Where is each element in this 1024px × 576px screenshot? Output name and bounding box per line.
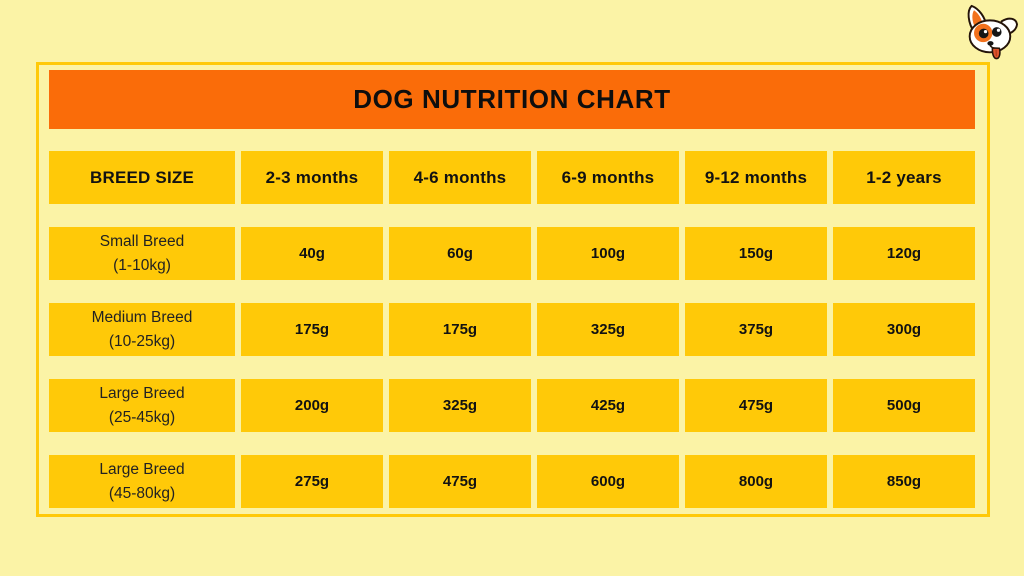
breed-name: Medium Breed: [91, 309, 193, 327]
column-header-9-12-months: 9-12 months: [685, 151, 827, 204]
breed-cell: Large Breed (45-80kg): [49, 455, 235, 508]
breed-name: Small Breed: [99, 233, 185, 251]
food-amount-cell: 275g: [241, 455, 383, 508]
food-amount-cell: 475g: [685, 379, 827, 432]
column-header-1-2-years: 1-2 years: [833, 151, 975, 204]
food-amount-cell: 425g: [537, 379, 679, 432]
dog-mascot-icon: [967, 4, 1018, 60]
breed-cell: Large Breed (25-45kg): [49, 379, 235, 432]
breed-weight-range: (10-25kg): [108, 332, 176, 350]
food-amount-cell: 325g: [537, 303, 679, 356]
title-bar: DOG NUTRITION CHART: [49, 70, 975, 129]
food-amount-cell: 175g: [389, 303, 531, 356]
chart-frame: DOG NUTRITION CHART BREED SIZE 2-3 month…: [36, 62, 990, 517]
food-amount-cell: 175g: [241, 303, 383, 356]
food-amount-cell: 40g: [241, 227, 383, 280]
page-title: DOG NUTRITION CHART: [353, 84, 671, 114]
food-amount-cell: 100g: [537, 227, 679, 280]
food-amount-cell: 850g: [833, 455, 975, 508]
breed-name: Large Breed: [99, 461, 185, 479]
food-amount-cell: 500g: [833, 379, 975, 432]
breed-weight-range: (1-10kg): [113, 256, 171, 274]
breed-weight-range: (25-45kg): [108, 408, 176, 426]
column-header-2-3-months: 2-3 months: [241, 151, 383, 204]
nutrition-grid: BREED SIZE 2-3 months 4-6 months 6-9 mon…: [49, 151, 976, 508]
column-header-4-6-months: 4-6 months: [389, 151, 531, 204]
food-amount-cell: 60g: [389, 227, 531, 280]
food-amount-cell: 600g: [537, 455, 679, 508]
breed-weight-range: (45-80kg): [108, 484, 176, 502]
breed-cell: Medium Breed (10-25kg): [49, 303, 235, 356]
food-amount-cell: 150g: [685, 227, 827, 280]
food-amount-cell: 475g: [389, 455, 531, 508]
column-header-6-9-months: 6-9 months: [537, 151, 679, 204]
food-amount-cell: 800g: [685, 455, 827, 508]
breed-cell: Small Breed (1-10kg): [49, 227, 235, 280]
food-amount-cell: 120g: [833, 227, 975, 280]
column-header-breed-size: BREED SIZE: [49, 151, 235, 204]
breed-name: Large Breed: [99, 385, 185, 403]
food-amount-cell: 325g: [389, 379, 531, 432]
food-amount-cell: 300g: [833, 303, 975, 356]
food-amount-cell: 200g: [241, 379, 383, 432]
food-amount-cell: 375g: [685, 303, 827, 356]
